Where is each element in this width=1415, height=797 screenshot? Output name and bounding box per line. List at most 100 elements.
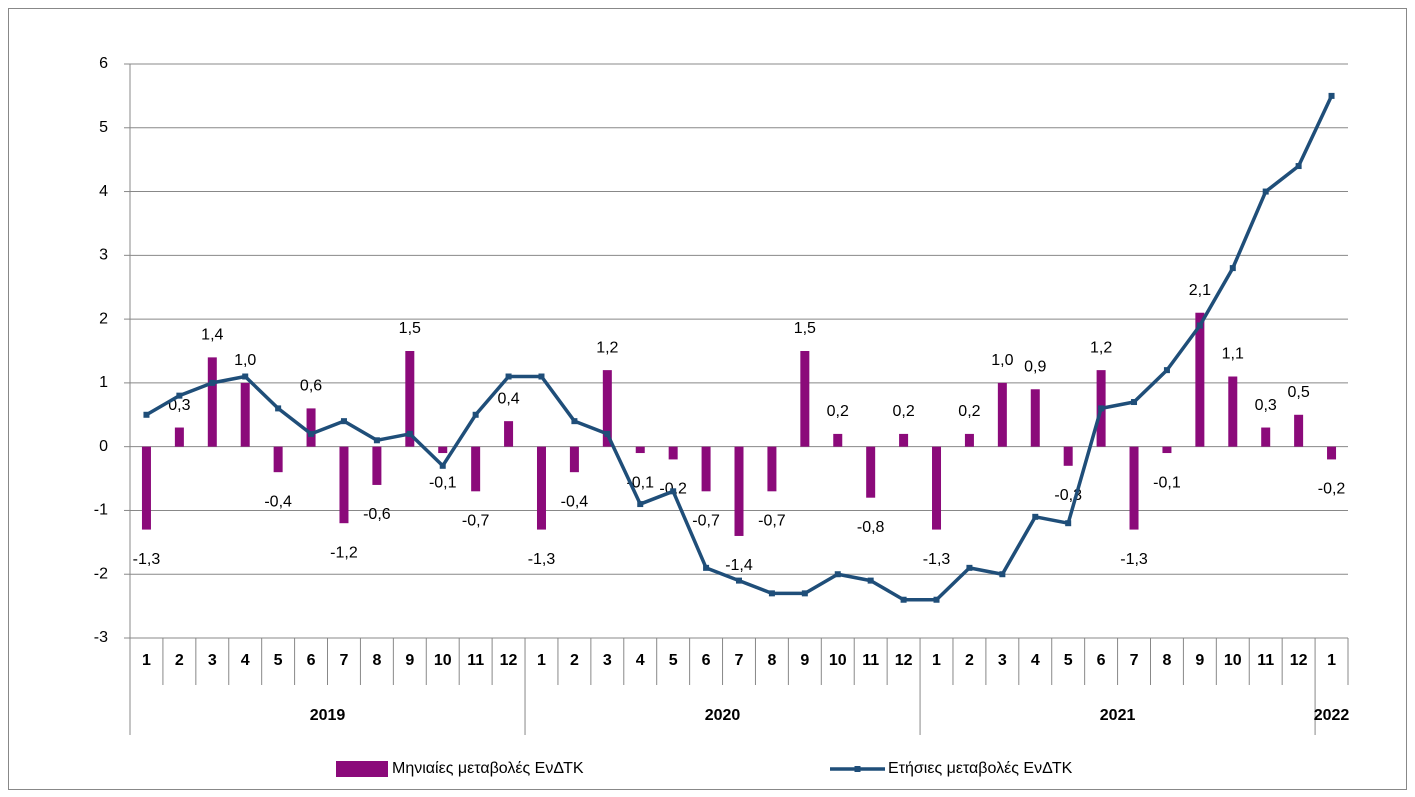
- bar: [536, 446, 546, 530]
- data-label: 1,0: [991, 352, 1013, 369]
- line-marker: [472, 411, 479, 418]
- line-marker: [505, 373, 512, 380]
- x-tick-label: 10: [829, 652, 847, 669]
- data-label: 0,4: [497, 390, 519, 407]
- x-tick-label: 6: [307, 652, 316, 669]
- data-label: 0,5: [1287, 384, 1309, 401]
- x-tick-label: 5: [1064, 652, 1073, 669]
- y-tick-label: 5: [99, 119, 108, 136]
- legend-swatch: [336, 761, 388, 777]
- data-label: -1,3: [1120, 551, 1148, 568]
- y-tick-label: 2: [99, 310, 108, 327]
- x-tick-label: 1: [932, 652, 941, 669]
- y-tick-label: 3: [99, 247, 108, 264]
- line-marker: [900, 596, 907, 603]
- bar: [471, 446, 481, 492]
- legend-label: Ετήσιες μεταβολές ΕνΔΤΚ: [888, 760, 1073, 777]
- x-tick-label: 8: [372, 652, 381, 669]
- data-label: 1,5: [399, 320, 421, 337]
- line-marker: [670, 488, 677, 495]
- x-group-label: 2020: [705, 707, 741, 724]
- data-label: -0,8: [857, 519, 885, 536]
- line-marker: [637, 501, 644, 508]
- bar: [1030, 389, 1040, 447]
- x-tick-label: 12: [1290, 652, 1308, 669]
- line-marker: [867, 577, 874, 584]
- data-label: 1,1: [1222, 346, 1244, 363]
- x-tick-label: 2: [965, 652, 974, 669]
- data-label: 0,2: [958, 403, 980, 420]
- bar: [438, 446, 448, 454]
- x-tick-label: 5: [274, 652, 283, 669]
- line-marker: [1098, 405, 1105, 412]
- bar: [405, 351, 415, 447]
- data-label: 1,0: [234, 352, 256, 369]
- data-label: 0,3: [1255, 397, 1277, 414]
- bar: [833, 433, 843, 447]
- line-marker: [1229, 265, 1236, 272]
- bar: [1228, 376, 1238, 447]
- line-marker: [801, 590, 808, 597]
- line-marker: [538, 373, 545, 380]
- x-tick-label: 7: [1130, 652, 1139, 669]
- x-tick-label: 4: [636, 652, 645, 669]
- bar: [273, 446, 283, 473]
- data-label: -0,7: [462, 513, 490, 530]
- line-marker: [242, 373, 249, 380]
- line-marker: [1295, 163, 1302, 170]
- x-tick-label: 11: [1257, 652, 1274, 669]
- x-tick-label: 4: [1031, 652, 1040, 669]
- bar: [339, 446, 349, 524]
- data-label: 1,4: [201, 327, 223, 344]
- line-marker: [999, 571, 1006, 578]
- data-label: -1,4: [725, 557, 753, 574]
- data-label: -0,6: [363, 506, 391, 523]
- data-label: -1,3: [528, 551, 556, 568]
- x-tick-label: 3: [603, 652, 612, 669]
- bar: [701, 446, 711, 492]
- x-tick-label: 9: [405, 652, 414, 669]
- bar: [1063, 446, 1073, 466]
- line-marker: [176, 392, 183, 399]
- bar: [1162, 446, 1172, 454]
- x-tick-label: 6: [702, 652, 711, 669]
- x-group-label: 2021: [1100, 707, 1136, 724]
- line-marker: [966, 564, 973, 571]
- line-marker: [209, 379, 216, 386]
- line-marker: [373, 437, 380, 444]
- bar: [569, 446, 579, 473]
- line-marker: [604, 430, 611, 437]
- x-tick-label: 9: [1195, 652, 1204, 669]
- bar: [734, 446, 744, 536]
- bar: [504, 421, 514, 447]
- x-tick-label: 2: [570, 652, 579, 669]
- x-tick-label: 7: [340, 652, 349, 669]
- line-marker: [571, 418, 578, 425]
- bar: [1129, 446, 1139, 530]
- x-tick-label: 3: [998, 652, 1007, 669]
- y-tick-label: 1: [99, 374, 108, 391]
- line-marker: [1065, 520, 1072, 527]
- x-tick-label: 10: [434, 652, 452, 669]
- data-label: 0,3: [168, 397, 190, 414]
- x-tick-label: 7: [735, 652, 744, 669]
- x-tick-label: 5: [669, 652, 678, 669]
- bar: [174, 427, 184, 447]
- bar: [1327, 446, 1337, 460]
- line-marker: [143, 411, 150, 418]
- bar: [899, 433, 909, 447]
- bar: [866, 446, 876, 498]
- line-marker: [1131, 399, 1138, 406]
- x-tick-label: 1: [537, 652, 546, 669]
- y-tick-label: 0: [99, 438, 108, 455]
- legend-label: Μηνιαίες μεταβολές ΕνΔΤΚ: [392, 760, 584, 777]
- data-label: -0,2: [1318, 481, 1346, 498]
- line-marker: [275, 405, 282, 412]
- bar: [800, 351, 810, 447]
- line-marker: [703, 564, 710, 571]
- line-marker: [439, 462, 446, 469]
- x-tick-label: 12: [500, 652, 518, 669]
- x-tick-label: 11: [467, 652, 484, 669]
- data-label: -1,3: [923, 551, 951, 568]
